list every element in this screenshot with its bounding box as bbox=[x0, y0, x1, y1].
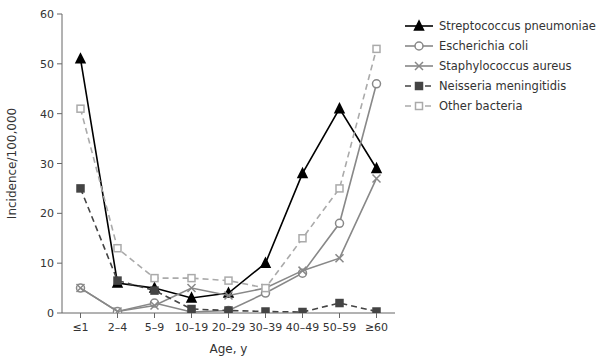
legend-label: Other bacteria bbox=[439, 99, 523, 113]
data-point bbox=[151, 302, 159, 310]
data-point bbox=[188, 306, 195, 313]
series-line bbox=[81, 59, 377, 298]
data-point bbox=[77, 185, 84, 192]
x-axis-label: Age, y bbox=[210, 342, 248, 356]
legend-label: Staphylococcus aureus bbox=[439, 59, 572, 73]
y-tick-label: 20 bbox=[40, 207, 54, 220]
data-point bbox=[336, 219, 344, 227]
x-tick-label: 20–29 bbox=[212, 321, 246, 334]
series-line bbox=[81, 49, 377, 288]
data-point bbox=[373, 45, 380, 52]
data-point bbox=[77, 284, 85, 292]
data-point bbox=[373, 80, 381, 88]
y-tick-label: 60 bbox=[40, 8, 54, 21]
data-point bbox=[151, 287, 158, 294]
y-tick bbox=[57, 313, 62, 314]
data-point bbox=[336, 185, 343, 192]
legend-marker bbox=[415, 42, 423, 50]
data-point bbox=[188, 284, 196, 292]
y-tick bbox=[57, 163, 62, 164]
plot-area bbox=[76, 45, 381, 313]
x-tick bbox=[191, 313, 192, 318]
x-tick bbox=[302, 313, 303, 318]
legend: Streptococcus pneumoniae Escherichia coli… bbox=[405, 19, 596, 113]
data-point bbox=[262, 308, 269, 313]
y-tick-label: 0 bbox=[47, 307, 54, 320]
data-point bbox=[225, 307, 232, 313]
data-point bbox=[262, 285, 269, 292]
series bbox=[77, 45, 380, 291]
legend-marker bbox=[415, 62, 423, 70]
x-tick-label: ≤1 bbox=[72, 321, 88, 334]
series-line bbox=[81, 188, 377, 312]
y-tick-label: 50 bbox=[40, 58, 54, 71]
data-point bbox=[372, 163, 381, 172]
data-point bbox=[114, 308, 122, 313]
data-point bbox=[188, 275, 195, 282]
y-tick bbox=[57, 63, 62, 64]
data-point bbox=[299, 235, 306, 242]
data-point bbox=[336, 300, 343, 307]
series bbox=[77, 174, 381, 313]
y-axis-line bbox=[62, 14, 63, 313]
data-point bbox=[335, 104, 344, 113]
legend-marker bbox=[416, 83, 423, 90]
y-tick bbox=[57, 14, 62, 15]
data-point bbox=[225, 292, 233, 300]
x-tick bbox=[376, 313, 377, 318]
data-point bbox=[225, 277, 232, 284]
data-point bbox=[373, 174, 381, 182]
y-tick-label: 40 bbox=[40, 108, 54, 121]
x-tick-label: ≥60 bbox=[365, 321, 388, 334]
data-point bbox=[373, 308, 380, 313]
series bbox=[77, 80, 381, 313]
y-axis-label: Incidence/100,000 bbox=[5, 108, 19, 219]
data-point bbox=[225, 307, 233, 313]
data-point bbox=[113, 278, 122, 287]
x-tick-label: 10–19 bbox=[175, 321, 209, 334]
x-tick-label: 2–4 bbox=[108, 321, 128, 334]
x-tick bbox=[339, 313, 340, 318]
data-point bbox=[77, 105, 84, 112]
legend-marker bbox=[416, 103, 423, 110]
y-tick bbox=[57, 213, 62, 214]
x-tick bbox=[117, 313, 118, 318]
data-point bbox=[261, 258, 270, 267]
series bbox=[76, 54, 381, 302]
x-tick bbox=[265, 313, 266, 318]
y-tick-label: 30 bbox=[40, 158, 54, 171]
data-point bbox=[299, 267, 307, 275]
chart: 0 10 20 30 40 50 60 ≤1 2–4 5–9 10–1920–2930–3940–4… bbox=[0, 0, 600, 361]
data-point bbox=[76, 54, 85, 63]
x-tick-label: 5–9 bbox=[145, 321, 165, 334]
legend-marker bbox=[415, 21, 424, 30]
data-point bbox=[114, 245, 121, 252]
data-point bbox=[262, 284, 270, 292]
legend-label: Neisseria meningitidis bbox=[439, 79, 566, 93]
y-tick bbox=[57, 263, 62, 264]
data-point bbox=[114, 277, 121, 284]
x-tick bbox=[80, 313, 81, 318]
legend-label: Escherichia coli bbox=[439, 39, 528, 53]
data-point bbox=[336, 254, 344, 262]
x-tick-label: 40–49 bbox=[286, 321, 320, 334]
x-tick bbox=[154, 313, 155, 318]
data-point bbox=[187, 293, 196, 302]
x-tick-label: 50–59 bbox=[323, 321, 357, 334]
data-point bbox=[77, 284, 85, 292]
data-point bbox=[151, 275, 158, 282]
data-point bbox=[299, 309, 306, 313]
x-axis: ≤1 2–4 5–9 10–1920–2930–3940–4950–59 ≥60 bbox=[62, 313, 395, 334]
y-tick-label: 10 bbox=[40, 257, 54, 270]
legend-label: Streptococcus pneumoniae bbox=[439, 19, 596, 33]
y-axis: 0 10 20 30 40 50 60 bbox=[40, 8, 62, 320]
y-tick bbox=[57, 113, 62, 114]
x-tick bbox=[228, 313, 229, 318]
x-tick-label: 30–39 bbox=[249, 321, 283, 334]
series bbox=[77, 185, 380, 313]
data-point bbox=[298, 168, 307, 177]
